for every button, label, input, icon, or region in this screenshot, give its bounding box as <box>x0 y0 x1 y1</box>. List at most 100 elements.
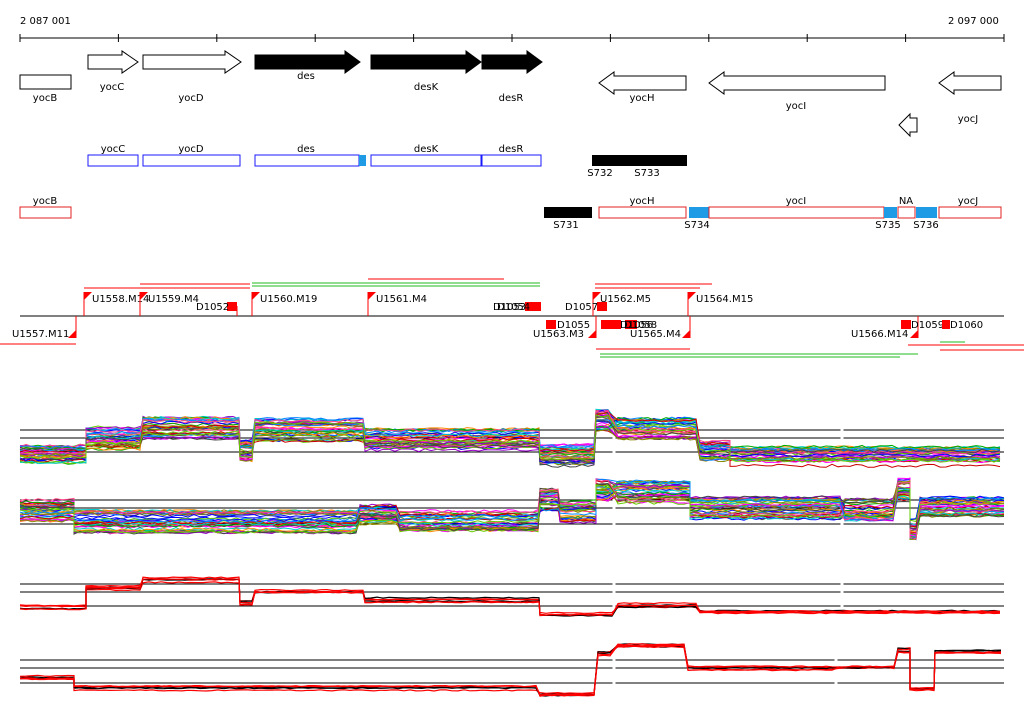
expression-panel-2 <box>19 470 1005 541</box>
summary-profile-lines <box>19 576 1001 617</box>
downshift-label: D1054 <box>497 302 530 313</box>
gene-label-yocJ: yocJ <box>958 114 978 125</box>
transcript-NA[interactable] <box>897 206 916 219</box>
upshift-U1558[interactable]: U1558.M14 <box>83 292 149 316</box>
transcript-des[interactable] <box>254 154 360 167</box>
upshift-label: U1558.M14 <box>92 294 149 305</box>
downshift-D1057[interactable]: D1057 <box>565 302 607 313</box>
gene-desR[interactable] <box>481 50 543 74</box>
segment-label-S732: S732 <box>587 168 612 179</box>
transcript-desK[interactable] <box>370 154 482 167</box>
downshift-D1055[interactable]: D1055 <box>546 320 590 331</box>
profile-line <box>19 410 1001 464</box>
downshift-label: D1053 <box>493 302 526 313</box>
segment-S736-block <box>916 207 937 218</box>
ruler-ticks <box>19 34 1005 42</box>
upshift-U1561[interactable]: U1561.M4 <box>367 292 427 316</box>
profile-line <box>19 480 1005 534</box>
gene-unnamed-small[interactable] <box>898 112 918 138</box>
downshift-D1060[interactable]: D1060 <box>942 320 983 331</box>
segment-label-S734: S734 <box>684 220 709 231</box>
upshift-U1563[interactable]: U1563.M3 <box>533 316 597 340</box>
upshift-U1562[interactable]: U1562.M5 <box>592 292 651 316</box>
transcript-label-des: des <box>297 144 315 155</box>
black-segment-track: S732 S733 S731 <box>544 155 687 231</box>
segment-label-S731: S731 <box>553 220 578 231</box>
downshift-label: D1055 <box>557 320 590 331</box>
downshift-label: D1058 <box>624 320 657 331</box>
gene-desK[interactable] <box>370 50 482 74</box>
transcript-yocC[interactable] <box>87 154 139 167</box>
gene-yocD[interactable] <box>142 50 242 74</box>
transcript-label-desR: desR <box>499 144 524 155</box>
blue-transcript-track: yocC yocD des desK desR <box>87 144 542 167</box>
transcript-des-marker <box>359 155 366 166</box>
transcript-yocH[interactable] <box>598 206 687 219</box>
transcript-yocJ[interactable] <box>938 206 1002 219</box>
profile-line <box>19 576 1001 616</box>
profile-line <box>19 426 1001 460</box>
expression-panel-3 <box>19 574 1004 624</box>
upshift-U1566[interactable]: U1566.M14 <box>851 316 919 340</box>
gene-des[interactable] <box>254 50 361 74</box>
segment-S732-S733[interactable] <box>592 155 687 166</box>
segment-S735-block <box>884 207 897 218</box>
gene-yocI[interactable] <box>708 71 886 95</box>
downshift-D1056-D1058[interactable]: D1056 D1058 <box>601 320 657 331</box>
transcript-label-yocI: yocI <box>786 196 806 207</box>
gene-label-yocD: yocD <box>178 93 204 104</box>
downshift-D1053-D1054[interactable]: D1053 D1054 <box>493 302 541 313</box>
gene-yocJ[interactable] <box>938 71 1002 95</box>
end-coordinate: 2 097 000 <box>948 16 999 27</box>
transcript-desR[interactable] <box>481 154 542 167</box>
expression-profile-lines <box>19 408 1001 468</box>
expression-panel-1 <box>19 396 1004 468</box>
transcript-label-yocJ: yocJ <box>958 196 978 207</box>
upshift-label: U1561.M4 <box>376 294 427 305</box>
upshift-U1565[interactable]: U1565.M4 <box>630 316 691 340</box>
upshift-label: U1560.M19 <box>260 294 317 305</box>
downshift-D1059[interactable]: D1059 <box>901 320 944 331</box>
profile-line <box>19 420 1001 463</box>
downshift-D1052[interactable]: D1052 <box>196 302 238 316</box>
segment-label-S733: S733 <box>634 168 659 179</box>
downshift-label: D1052 <box>196 302 229 313</box>
profile-line <box>19 479 1005 540</box>
transcript-yocI[interactable] <box>708 206 885 219</box>
upshift-label: U1559.M4 <box>148 294 199 305</box>
downshift-label: D1057 <box>565 302 598 313</box>
transcript-label-yocD: yocD <box>178 144 204 155</box>
upshift-U1559[interactable]: U1559.M4 <box>139 292 199 316</box>
upshift-label: U1563.M3 <box>533 329 584 340</box>
transcript-yocD[interactable] <box>142 154 241 167</box>
segment-label-S735: S735 <box>875 220 900 231</box>
downshift-label: D1060 <box>950 320 983 331</box>
upshift-U1560[interactable]: U1560.M19 <box>251 292 317 316</box>
gene-yocB[interactable] <box>19 74 72 90</box>
gene-label-desR: desR <box>499 93 524 104</box>
upshift-U1564[interactable]: U1564.M15 <box>687 292 753 316</box>
coordinate-ruler: 2 087 001 2 097 000 <box>19 16 1005 42</box>
upshift-label: U1565.M4 <box>630 329 681 340</box>
transcript-yocB[interactable] <box>19 206 72 219</box>
gene-label-des: des <box>297 71 315 82</box>
upshift-U1557[interactable]: U1557.M11 <box>12 316 77 340</box>
gene-label-yocB: yocB <box>33 93 58 104</box>
gene-label-desK: desK <box>414 82 439 93</box>
profile-line <box>19 480 1005 541</box>
downshift-label: D1059 <box>911 320 944 331</box>
transcript-label-yocB: yocB <box>33 196 58 207</box>
gene-label-yocI: yocI <box>786 101 806 112</box>
gene-yocC[interactable] <box>87 50 139 74</box>
expression-profile-lines <box>19 477 1005 541</box>
segment-S731[interactable] <box>544 207 592 218</box>
upshift-label: U1564.M15 <box>696 294 753 305</box>
profile-line <box>19 411 1001 468</box>
red-transcript-track: yocB yocH yocI NA yocJ S734 S735 S736 <box>19 196 1002 231</box>
gene-label-yocC: yocC <box>100 82 125 93</box>
profile-line <box>19 418 1001 452</box>
gene-yocH[interactable] <box>598 71 687 95</box>
gene-label-yocH: yocH <box>629 93 654 104</box>
transcript-label-NA: NA <box>899 196 913 207</box>
